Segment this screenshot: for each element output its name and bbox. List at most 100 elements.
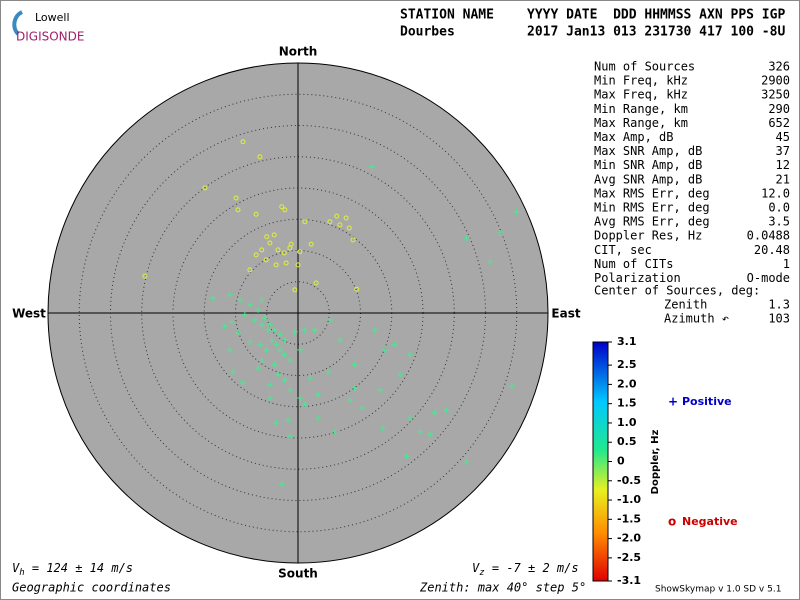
param-name: Num of Sources bbox=[594, 60, 695, 74]
param-name: Max Amp, dB bbox=[594, 130, 673, 144]
colorbar-label: -2.0 bbox=[617, 532, 641, 545]
source-positive bbox=[391, 341, 398, 348]
source-negative bbox=[235, 207, 241, 213]
source-positive bbox=[266, 395, 273, 401]
source-negative bbox=[292, 287, 298, 293]
source-positive bbox=[426, 431, 433, 438]
param-name: Min RMS Err, deg bbox=[594, 201, 710, 215]
source-positive bbox=[376, 386, 383, 393]
param-value: 3.5 bbox=[768, 215, 790, 229]
source-negative bbox=[302, 219, 308, 225]
source-negative bbox=[264, 234, 270, 240]
colorbar-label: 1.5 bbox=[617, 397, 637, 410]
source-positive bbox=[336, 336, 343, 343]
center-value: 1.3 bbox=[768, 298, 790, 312]
source-positive bbox=[286, 386, 293, 393]
param-name: Min SNR Amp, dB bbox=[594, 158, 702, 172]
source-negative bbox=[253, 211, 259, 217]
source-positive bbox=[346, 396, 353, 403]
source-positive bbox=[246, 301, 253, 308]
source-negative bbox=[337, 222, 343, 228]
velocity-symbol: V bbox=[12, 561, 20, 575]
source-positive bbox=[261, 315, 268, 321]
source-positive bbox=[258, 296, 265, 303]
source-negative bbox=[259, 247, 265, 253]
source-positive bbox=[431, 410, 438, 416]
param-name: Max Range, km bbox=[594, 116, 688, 130]
source-positive bbox=[255, 306, 261, 313]
source-negative bbox=[273, 262, 279, 268]
source-positive bbox=[371, 326, 378, 333]
param-value: 21 bbox=[776, 172, 790, 186]
param-value: 326 bbox=[768, 60, 790, 74]
param-value: O-mode bbox=[747, 271, 790, 285]
source-positive bbox=[265, 326, 271, 333]
source-negative bbox=[295, 262, 301, 268]
source-positive bbox=[226, 291, 233, 298]
source-positive bbox=[416, 428, 423, 435]
source-positive bbox=[271, 361, 278, 368]
source-negative bbox=[267, 240, 273, 246]
source-negative bbox=[202, 185, 208, 191]
source-positive bbox=[508, 383, 515, 390]
header: STATION NAME bbox=[400, 8, 494, 23]
source-negative bbox=[313, 280, 319, 286]
direction: West bbox=[12, 307, 46, 321]
logo-top: Lowell bbox=[35, 11, 70, 24]
source-negative bbox=[283, 260, 289, 266]
param-value: 652 bbox=[768, 116, 790, 130]
source-positive bbox=[256, 341, 263, 348]
source-positive bbox=[240, 380, 246, 386]
source-negative bbox=[240, 139, 246, 145]
source-positive bbox=[296, 346, 303, 353]
source-negative bbox=[343, 215, 349, 221]
param-name: Avg RMS Err, deg bbox=[594, 215, 710, 229]
param-value: 45 bbox=[776, 130, 790, 144]
source-negative bbox=[271, 232, 277, 238]
source-positive bbox=[351, 361, 358, 368]
source-positive bbox=[368, 163, 375, 170]
colorbar-label: -0.5 bbox=[617, 474, 641, 487]
source-positive bbox=[285, 416, 291, 423]
colorbar-label: -2.5 bbox=[617, 551, 641, 564]
colorbar-label: 3.1 bbox=[617, 335, 637, 348]
source-positive bbox=[230, 368, 236, 375]
source-negative bbox=[327, 219, 333, 225]
colorbar-label: -1.0 bbox=[617, 493, 641, 506]
colorbar-label: -1.5 bbox=[617, 512, 641, 525]
source-positive bbox=[326, 316, 333, 323]
param-name: Avg SNR Amp, dB bbox=[594, 172, 702, 186]
param-value: 0.0488 bbox=[747, 229, 790, 243]
source-positive bbox=[396, 371, 403, 378]
source-positive bbox=[235, 330, 241, 336]
source-positive bbox=[513, 208, 520, 215]
source-positive bbox=[275, 371, 281, 378]
source-positive bbox=[266, 321, 273, 328]
footer: Geographic coordinates bbox=[12, 581, 171, 595]
velocity-symbol: V bbox=[472, 561, 480, 575]
source-positive bbox=[263, 346, 270, 353]
header: 2017 Jan13 013 231730 417 100 -8U bbox=[527, 25, 785, 40]
direction: East bbox=[551, 307, 580, 321]
logo: Lowell DIGISONDE bbox=[12, 10, 84, 44]
source-positive bbox=[315, 391, 321, 398]
colorbar-label: -3.1 bbox=[617, 574, 641, 587]
logo-bottom: DIGISONDE bbox=[16, 30, 84, 44]
legend-label: Negative bbox=[682, 515, 738, 528]
legend-label: Positive bbox=[682, 395, 732, 408]
colorbar bbox=[592, 341, 609, 582]
source-positive bbox=[496, 230, 503, 236]
source-positive bbox=[273, 341, 280, 348]
source-negative bbox=[275, 247, 281, 253]
center-title: Center of Sources, deg: bbox=[594, 284, 760, 298]
velocity: Vh = 124 ± 14 m/s bbox=[12, 561, 133, 578]
source-positive bbox=[358, 405, 365, 411]
source-positive bbox=[486, 258, 493, 265]
source-negative bbox=[279, 204, 285, 210]
center-value: 103 bbox=[768, 312, 790, 326]
source-positive bbox=[351, 385, 358, 391]
footer: Zenith: max 40° step 5° bbox=[419, 581, 586, 595]
source-positive bbox=[258, 356, 265, 363]
source-positive bbox=[443, 406, 450, 413]
source-negative bbox=[281, 250, 287, 256]
